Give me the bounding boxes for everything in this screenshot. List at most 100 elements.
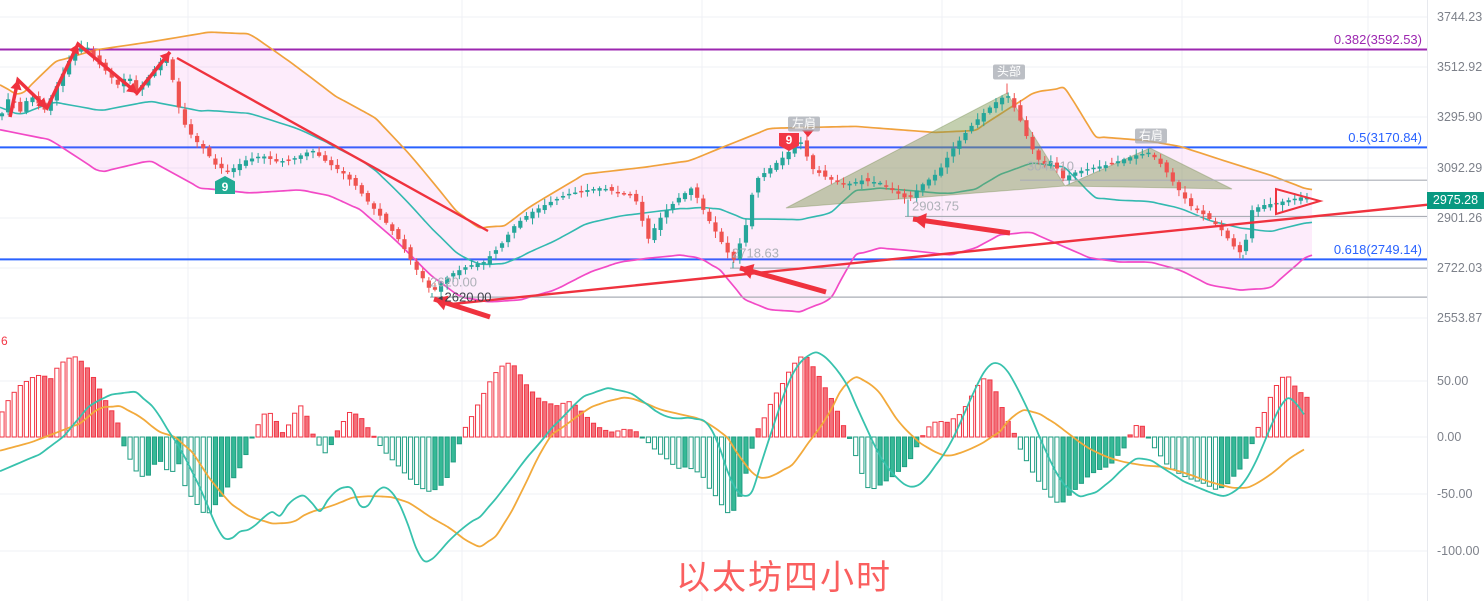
macd-bar <box>426 436 432 492</box>
macd-bar <box>1194 436 1200 482</box>
macd-bar <box>840 425 847 438</box>
macd-axis-tick[interactable]: -50.00 <box>1437 487 1473 501</box>
macd-bar <box>828 397 834 438</box>
candle-body <box>170 59 175 80</box>
candle-body <box>487 256 492 265</box>
macd-bar <box>96 388 103 438</box>
macd-bar <box>468 416 475 438</box>
candle-body <box>518 220 523 228</box>
price-axis-tick[interactable]: 3744.23 <box>1437 10 1483 24</box>
candle-body <box>597 188 602 191</box>
candle-body <box>707 211 712 222</box>
candle-body <box>719 231 724 243</box>
price-level-label: ◂ 2620.00 <box>438 289 492 305</box>
macd-bar <box>218 436 225 497</box>
candle-body <box>932 174 938 181</box>
macd-bar <box>1109 436 1115 464</box>
candle-body <box>695 187 700 198</box>
macd-bar <box>792 362 798 438</box>
macd-bar <box>450 436 456 463</box>
macd-axis-tick[interactable]: -100.00 <box>1437 544 1480 558</box>
macd-bar <box>688 436 694 470</box>
macd-bar <box>432 436 438 491</box>
candle-body <box>896 191 901 194</box>
candle-body <box>1249 210 1255 239</box>
price-axis-tick[interactable]: 2553.87 <box>1437 311 1483 325</box>
candle-body <box>310 150 316 153</box>
candle-body <box>188 124 194 135</box>
macd-bar <box>572 404 578 438</box>
candle-body <box>457 270 462 276</box>
macd-bar <box>29 377 36 438</box>
macd-bar <box>1158 436 1164 457</box>
macd-bar <box>511 365 517 438</box>
candle-body <box>975 119 980 125</box>
macd-bar <box>865 436 871 489</box>
macd-bar <box>499 365 505 438</box>
indicator-value-fragment: 6 <box>1 334 8 348</box>
macd-bar <box>877 436 883 486</box>
price-level-label: 2903.75 <box>912 198 959 214</box>
macd-bar <box>542 401 548 438</box>
candle-body <box>1024 120 1029 137</box>
price-axis-tick[interactable]: 2722.03 <box>1437 261 1483 275</box>
candle-body <box>1243 239 1249 252</box>
candle-body <box>859 180 864 185</box>
candle-body <box>335 164 340 170</box>
macd-bar <box>322 436 328 454</box>
macd-bar <box>1066 436 1072 496</box>
candle-body <box>268 156 273 159</box>
candle-body <box>835 180 840 182</box>
macd-bar <box>243 436 249 456</box>
macd-bar <box>786 371 792 438</box>
macd-bar <box>1182 436 1188 478</box>
fib-level-label: 0.382(3592.53) <box>1333 32 1422 48</box>
macd-axis-tick[interactable]: 0.00 <box>1437 430 1462 444</box>
macd-bar <box>72 356 78 438</box>
candle-body <box>682 193 688 200</box>
macd-bar <box>657 436 664 455</box>
candle-body <box>1134 155 1139 159</box>
candle-body <box>30 97 35 103</box>
macd-bar <box>639 436 645 439</box>
macd-bar <box>237 436 243 469</box>
candle-body <box>670 203 675 210</box>
candle-body <box>957 140 962 149</box>
macd-axis-tick[interactable]: 50.00 <box>1437 374 1469 388</box>
candle-body <box>548 201 553 206</box>
candle-body <box>323 155 328 161</box>
candle-body <box>1097 166 1102 169</box>
macd-bar <box>5 400 11 438</box>
macd-bar <box>645 436 651 444</box>
macd-bar <box>859 436 865 474</box>
macd-bar <box>334 430 340 438</box>
macd-bar <box>1170 436 1176 470</box>
macd-bar <box>1286 376 1292 438</box>
candle-body <box>18 101 23 112</box>
macd-bar <box>584 416 591 438</box>
price-axis-tick[interactable]: 3512.92 <box>1437 60 1483 74</box>
macd-bar <box>804 356 810 438</box>
candle-body <box>1115 161 1121 164</box>
candle-body <box>664 210 669 218</box>
macd-bar <box>633 431 639 438</box>
candle-body <box>1286 200 1291 203</box>
candle-body <box>926 179 931 186</box>
candle-body <box>627 193 633 196</box>
macd-bar <box>1206 436 1213 487</box>
price-axis-tick[interactable]: 2901.26 <box>1437 211 1483 225</box>
macd-bar <box>54 367 60 438</box>
candle-body <box>1231 238 1236 247</box>
candle-body <box>1182 192 1188 199</box>
candle-body <box>756 177 761 193</box>
candle-body <box>60 73 66 86</box>
candle-body <box>999 97 1005 105</box>
price-axis-tick[interactable]: 3092.29 <box>1437 161 1483 175</box>
price-axis-tick[interactable]: 3295.90 <box>1437 110 1483 124</box>
macd-bar <box>895 436 902 472</box>
macd-bar <box>908 436 914 460</box>
candle-body <box>804 140 810 157</box>
macd-bar <box>938 421 944 438</box>
candle-body <box>469 265 474 267</box>
